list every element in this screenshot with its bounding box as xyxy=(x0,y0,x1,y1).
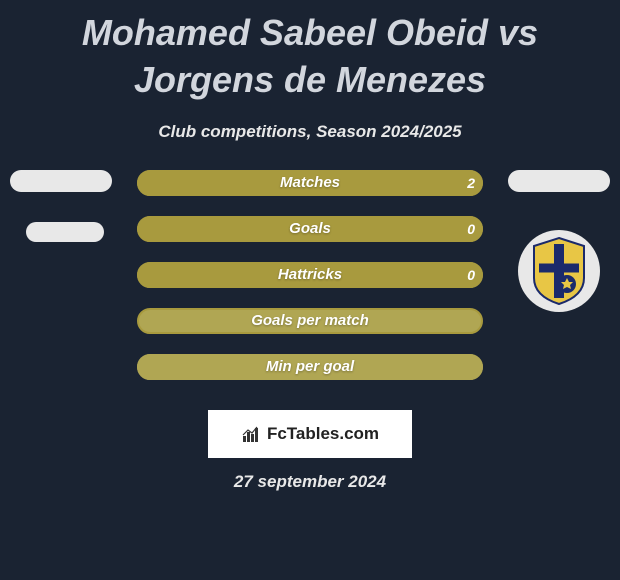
player1-pill-2 xyxy=(26,222,104,242)
player2-pill xyxy=(508,170,610,192)
bar-label: Goals xyxy=(289,220,331,237)
stat-bar: Min per goal xyxy=(137,354,483,380)
stat-bar: Hattricks 0 xyxy=(137,262,483,288)
club-badge xyxy=(518,230,600,312)
bar-value: 0 xyxy=(467,221,475,237)
shield-icon xyxy=(529,236,589,306)
bar-value: 0 xyxy=(467,267,475,283)
comparison-title: Mohamed Sabeel Obeid vs Jorgens de Menez… xyxy=(0,0,620,104)
bar-label: Matches xyxy=(280,174,340,191)
player1-pill xyxy=(10,170,112,192)
stat-bar: Goals per match xyxy=(137,308,483,334)
footer-date: 27 september 2024 xyxy=(0,472,620,492)
chart-icon xyxy=(241,424,261,444)
stat-bar: Matches 2 xyxy=(137,170,483,196)
chart-container: Matches 2 Goals 0 Hattricks 0 Goals per … xyxy=(0,170,620,380)
bar-value: 2 xyxy=(467,175,475,191)
bar-label: Hattricks xyxy=(278,266,342,283)
stat-bar: Goals 0 xyxy=(137,216,483,242)
bar-label: Min per goal xyxy=(266,358,354,375)
bar-label: Goals per match xyxy=(251,312,369,329)
footer-brand-text: FcTables.com xyxy=(267,424,379,444)
footer-brand: FcTables.com xyxy=(208,410,412,458)
season-subtitle: Club competitions, Season 2024/2025 xyxy=(0,122,620,142)
